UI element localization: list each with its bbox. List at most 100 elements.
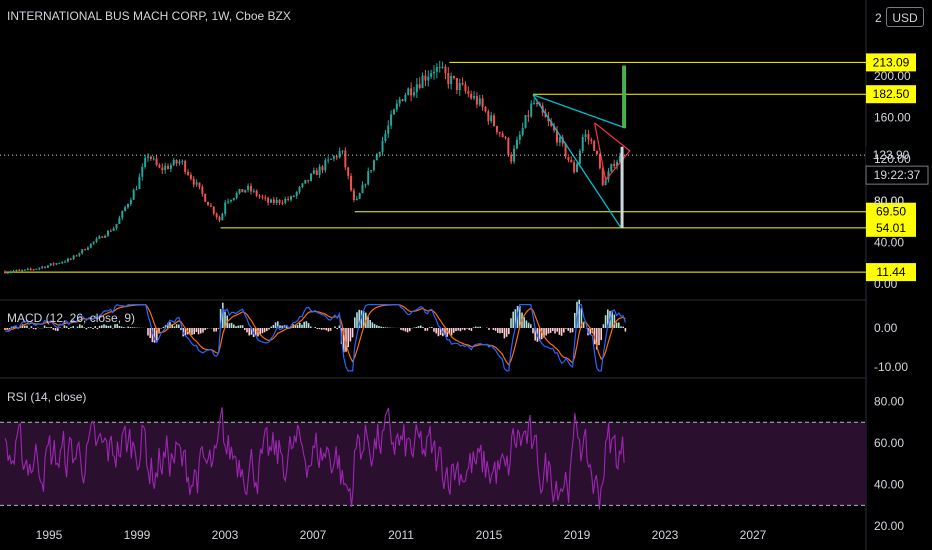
macd-histogram-bar [400, 328, 402, 330]
currency-button[interactable]: USD [886, 7, 924, 27]
candle-body [181, 160, 184, 162]
macd-histogram-bar [362, 310, 365, 328]
price-pane [0, 60, 866, 275]
macd-histogram-bar [158, 328, 160, 334]
macd-histogram-bar [79, 324, 81, 328]
macd-histogram-bar [105, 325, 107, 328]
symbol-title[interactable]: INTERNATIONAL BUS MACH CORP, 1W, Cboe BZ… [7, 9, 291, 23]
macd-histogram-bar [613, 314, 616, 328]
candle-body [158, 165, 161, 168]
macd-histogram-bar [406, 328, 409, 333]
candle-body [327, 159, 330, 161]
macd-title[interactable]: MACD (12, 26, close, 9) [7, 311, 135, 325]
candle-body [241, 189, 244, 193]
macd-histogram-bar [354, 317, 356, 328]
time-tick-label: 2003 [212, 528, 239, 542]
candle-body [407, 88, 410, 96]
macd-histogram-bar [178, 324, 180, 328]
macd-histogram-bar [114, 324, 116, 328]
macd-histogram-bar [404, 328, 407, 332]
candle-body [272, 199, 275, 203]
macd-histogram-bar [477, 326, 479, 328]
macd-histogram-bar [426, 328, 429, 331]
level-tag [866, 85, 916, 104]
macd-tick-label: -10.00 [874, 360, 908, 374]
macd-histogram-bar [296, 324, 299, 328]
price-tick-label: 200.00 [874, 69, 911, 83]
candle-body [344, 150, 347, 168]
macd-histogram-bar [547, 328, 550, 334]
last-price-label: 123.90 [873, 148, 910, 162]
candle-body [164, 166, 167, 171]
macd-histogram-bar [552, 328, 554, 332]
candle-body [144, 157, 147, 167]
candle-body [84, 249, 87, 251]
macd-histogram-bar [68, 328, 70, 330]
candle-body [607, 171, 610, 180]
macd-histogram-bar [615, 322, 618, 328]
macd-histogram-bar [435, 328, 437, 334]
macd-histogram-bar [30, 326, 33, 328]
level-tag [866, 53, 916, 72]
macd-histogram-bar [527, 322, 530, 328]
candle-body [367, 171, 370, 185]
candle-body [52, 263, 55, 265]
macd-histogram-bar [83, 327, 85, 328]
triangle-pattern [594, 122, 631, 182]
macd-histogram-bar [336, 328, 338, 330]
candle-body [118, 217, 121, 224]
candle-body [547, 117, 550, 122]
macd-histogram-bar [8, 328, 11, 330]
macd-tick-label: 0.00 [874, 321, 898, 335]
macd-histogram-bar [32, 328, 35, 330]
macd-histogram-bar [153, 328, 156, 343]
time-tick-label: 2019 [564, 528, 591, 542]
candle-body [312, 170, 315, 174]
candle-body [584, 134, 587, 138]
candle-body [175, 159, 178, 164]
candle-body [64, 261, 67, 263]
macd-histogram-bar [316, 328, 319, 329]
candle-body [292, 196, 295, 198]
candle-body [453, 75, 456, 79]
macd-histogram-bar [35, 328, 37, 330]
candle-body [332, 156, 335, 159]
candle-body [249, 185, 252, 192]
candle-body [450, 75, 453, 84]
candle-body [138, 176, 141, 189]
macd-histogram-bar [204, 328, 206, 331]
rsi-title[interactable]: RSI (14, close) [7, 390, 86, 404]
macd-histogram-bar [314, 327, 316, 328]
candle-body [227, 201, 230, 203]
macd-histogram-bar [94, 326, 96, 328]
macd-histogram-bar [63, 325, 66, 328]
macd-histogram-bar [367, 316, 369, 328]
macd-histogram-bar [422, 327, 424, 328]
candle-body [224, 202, 227, 214]
candle-body [121, 210, 124, 218]
macd-histogram-bar [244, 328, 246, 330]
candle-body [15, 269, 18, 271]
candle-body [467, 91, 470, 94]
candle-body [618, 156, 621, 162]
macd-histogram-bar [492, 328, 495, 330]
countdown-label: 19:22:37 [874, 168, 921, 182]
candle-body [101, 236, 104, 238]
macd-histogram-bar [318, 328, 321, 330]
macd-histogram-bar [112, 328, 114, 329]
candle-body [187, 172, 190, 175]
macd-histogram-bar [508, 328, 510, 335]
macd-histogram-bar [431, 327, 433, 328]
candle-body [372, 160, 375, 171]
candle-body [155, 158, 158, 166]
wedge-lower-line [532, 94, 622, 229]
time-tick-label: 2007 [300, 528, 327, 542]
candle-body [490, 115, 493, 122]
macd-histogram-bar [233, 324, 235, 328]
macd-histogram-bar [239, 325, 242, 328]
candle-body [161, 167, 164, 171]
macd-histogram-bar [356, 312, 358, 328]
candle-body [141, 166, 144, 177]
price-tick-label: 120.00 [874, 152, 911, 166]
